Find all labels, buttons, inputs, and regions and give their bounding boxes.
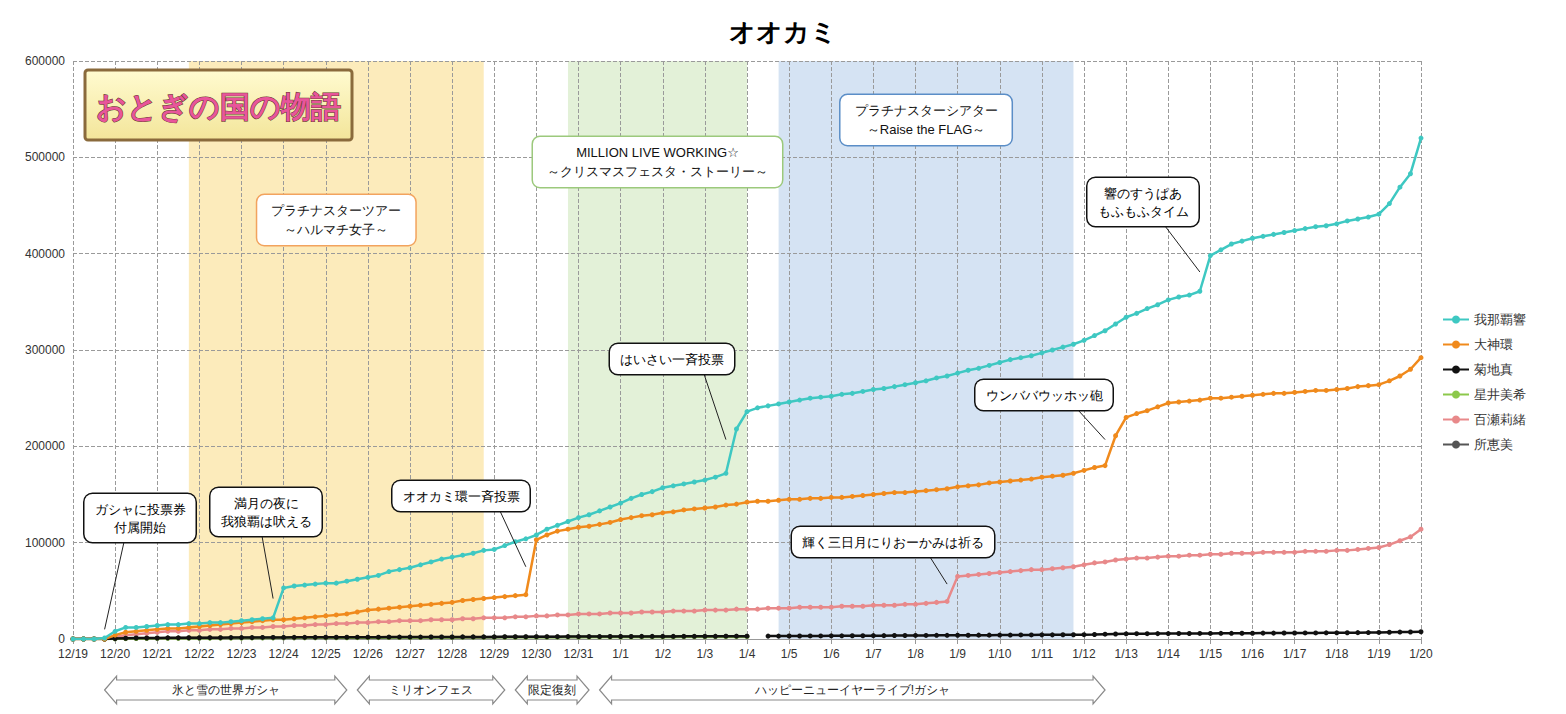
svg-text:500000: 500000 xyxy=(25,150,65,164)
svg-text:オオカミ: オオカミ xyxy=(729,17,837,47)
svg-text:12/21: 12/21 xyxy=(142,647,172,661)
svg-text:ハッピーニューイヤーライブ!ガシャ: ハッピーニューイヤーライブ!ガシャ xyxy=(754,683,950,697)
svg-text:はいさい一斉投票: はいさい一斉投票 xyxy=(620,352,724,367)
svg-text:200000: 200000 xyxy=(25,439,65,453)
svg-text:1/15: 1/15 xyxy=(1199,647,1223,661)
svg-text:12/24: 12/24 xyxy=(269,647,299,661)
svg-text:12/23: 12/23 xyxy=(226,647,256,661)
svg-text:我狼覇は吠える: 我狼覇は吠える xyxy=(221,514,312,529)
svg-text:1/19: 1/19 xyxy=(1367,647,1391,661)
svg-text:12/29: 12/29 xyxy=(479,647,509,661)
svg-text:12/31: 12/31 xyxy=(563,647,593,661)
svg-text:600000: 600000 xyxy=(25,54,65,68)
svg-text:1/18: 1/18 xyxy=(1325,647,1349,661)
svg-text:0: 0 xyxy=(58,632,65,646)
svg-text:MILLION LIVE WORKING☆: MILLION LIVE WORKING☆ xyxy=(576,145,739,160)
svg-text:ミリオンフェス: ミリオンフェス xyxy=(389,683,473,697)
svg-text:1/3: 1/3 xyxy=(697,647,714,661)
svg-text:1/1: 1/1 xyxy=(612,647,629,661)
svg-text:限定復刻: 限定復刻 xyxy=(528,683,576,697)
svg-text:12/25: 12/25 xyxy=(311,647,341,661)
svg-text:1/7: 1/7 xyxy=(865,647,882,661)
svg-text:1/16: 1/16 xyxy=(1241,647,1265,661)
svg-text:満月の夜に: 満月の夜に xyxy=(234,496,299,511)
svg-text:12/28: 12/28 xyxy=(437,647,467,661)
svg-text:1/10: 1/10 xyxy=(988,647,1012,661)
svg-text:氷と雪の世界ガシャ: 氷と雪の世界ガシャ xyxy=(172,683,280,697)
svg-text:1/6: 1/6 xyxy=(823,647,840,661)
svg-text:12/19: 12/19 xyxy=(58,647,88,661)
svg-text:響のすうぱあ: 響のすうぱあ xyxy=(1104,186,1182,201)
svg-text:プラチナスターシアター: プラチナスターシアター xyxy=(855,103,998,118)
svg-text:1/5: 1/5 xyxy=(781,647,798,661)
svg-text:1/8: 1/8 xyxy=(907,647,924,661)
svg-text:1/20: 1/20 xyxy=(1409,647,1433,661)
svg-text:12/27: 12/27 xyxy=(395,647,425,661)
svg-text:1/11: 1/11 xyxy=(1031,647,1054,661)
svg-text:1/2: 1/2 xyxy=(654,647,671,661)
svg-text:輝く三日月にりおーかみは祈る: 輝く三日月にりおーかみは祈る xyxy=(802,535,984,550)
svg-text:我那覇響: 我那覇響 xyxy=(1474,312,1526,327)
svg-text:1/9: 1/9 xyxy=(949,647,966,661)
svg-text:12/30: 12/30 xyxy=(521,647,551,661)
svg-text:百瀬莉緒: 百瀬莉緒 xyxy=(1474,412,1526,427)
svg-text:プラチナスターツアー: プラチナスターツアー xyxy=(271,203,401,218)
svg-text:～クリスマスフェスタ・ストーリー～: ～クリスマスフェスタ・ストーリー～ xyxy=(547,164,768,179)
svg-text:星井美希: 星井美希 xyxy=(1474,387,1526,402)
svg-text:1/14: 1/14 xyxy=(1157,647,1181,661)
svg-text:～ハルマチ女子～: ～ハルマチ女子～ xyxy=(284,222,388,237)
svg-text:100000: 100000 xyxy=(25,536,65,550)
svg-text:12/26: 12/26 xyxy=(353,647,383,661)
svg-text:300000: 300000 xyxy=(25,343,65,357)
svg-text:付属開始: 付属開始 xyxy=(113,520,166,535)
svg-text:400000: 400000 xyxy=(25,247,65,261)
svg-text:ガシャに投票券: ガシャに投票券 xyxy=(95,502,186,517)
svg-text:大神環: 大神環 xyxy=(1474,337,1513,352)
svg-text:もふもふタイム: もふもふタイム xyxy=(1098,204,1189,219)
svg-text:菊地真: 菊地真 xyxy=(1474,362,1513,377)
svg-text:12/20: 12/20 xyxy=(100,647,130,661)
svg-text:1/4: 1/4 xyxy=(739,647,756,661)
svg-text:12/22: 12/22 xyxy=(184,647,214,661)
svg-text:オオカミ環一斉投票: オオカミ環一斉投票 xyxy=(403,489,520,504)
svg-text:1/17: 1/17 xyxy=(1283,647,1307,661)
svg-text:1/13: 1/13 xyxy=(1114,647,1138,661)
svg-text:～Raise the FLAG～: ～Raise the FLAG～ xyxy=(867,122,986,137)
svg-text:ウンババウッホッ砲: ウンババウッホッ砲 xyxy=(986,388,1103,403)
svg-text:所恵美: 所恵美 xyxy=(1474,437,1513,452)
svg-text:1/12: 1/12 xyxy=(1072,647,1096,661)
svg-text:おとぎの国の物語: おとぎの国の物語 xyxy=(96,90,341,123)
